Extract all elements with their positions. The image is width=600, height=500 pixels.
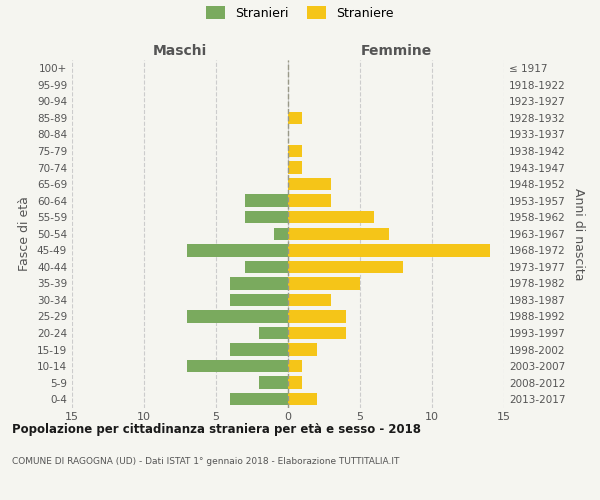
Bar: [288, 327, 346, 339]
Bar: [230, 344, 288, 356]
Y-axis label: Anni di nascita: Anni di nascita: [572, 188, 585, 280]
Bar: [230, 294, 288, 306]
Bar: [288, 194, 331, 207]
Y-axis label: Fasce di età: Fasce di età: [19, 196, 31, 271]
Bar: [288, 178, 331, 190]
Bar: [288, 310, 346, 322]
Bar: [288, 211, 374, 224]
Text: COMUNE DI RAGOGNA (UD) - Dati ISTAT 1° gennaio 2018 - Elaborazione TUTTITALIA.IT: COMUNE DI RAGOGNA (UD) - Dati ISTAT 1° g…: [12, 458, 400, 466]
Bar: [259, 376, 288, 389]
Text: Femmine: Femmine: [361, 44, 431, 58]
Text: Popolazione per cittadinanza straniera per età e sesso - 2018: Popolazione per cittadinanza straniera p…: [12, 422, 421, 436]
Bar: [187, 310, 288, 322]
Bar: [259, 327, 288, 339]
Bar: [288, 294, 331, 306]
Bar: [245, 211, 288, 224]
Bar: [288, 145, 302, 157]
Bar: [288, 244, 490, 256]
Bar: [288, 260, 403, 273]
Bar: [288, 228, 389, 240]
Bar: [288, 112, 302, 124]
Bar: [187, 360, 288, 372]
Bar: [245, 260, 288, 273]
Bar: [230, 393, 288, 406]
Bar: [288, 162, 302, 174]
Bar: [274, 228, 288, 240]
Bar: [288, 344, 317, 356]
Bar: [288, 393, 317, 406]
Bar: [187, 244, 288, 256]
Bar: [245, 194, 288, 207]
Bar: [230, 277, 288, 289]
Text: Maschi: Maschi: [153, 44, 207, 58]
Bar: [288, 376, 302, 389]
Bar: [288, 277, 360, 289]
Legend: Stranieri, Straniere: Stranieri, Straniere: [206, 6, 394, 20]
Bar: [288, 360, 302, 372]
